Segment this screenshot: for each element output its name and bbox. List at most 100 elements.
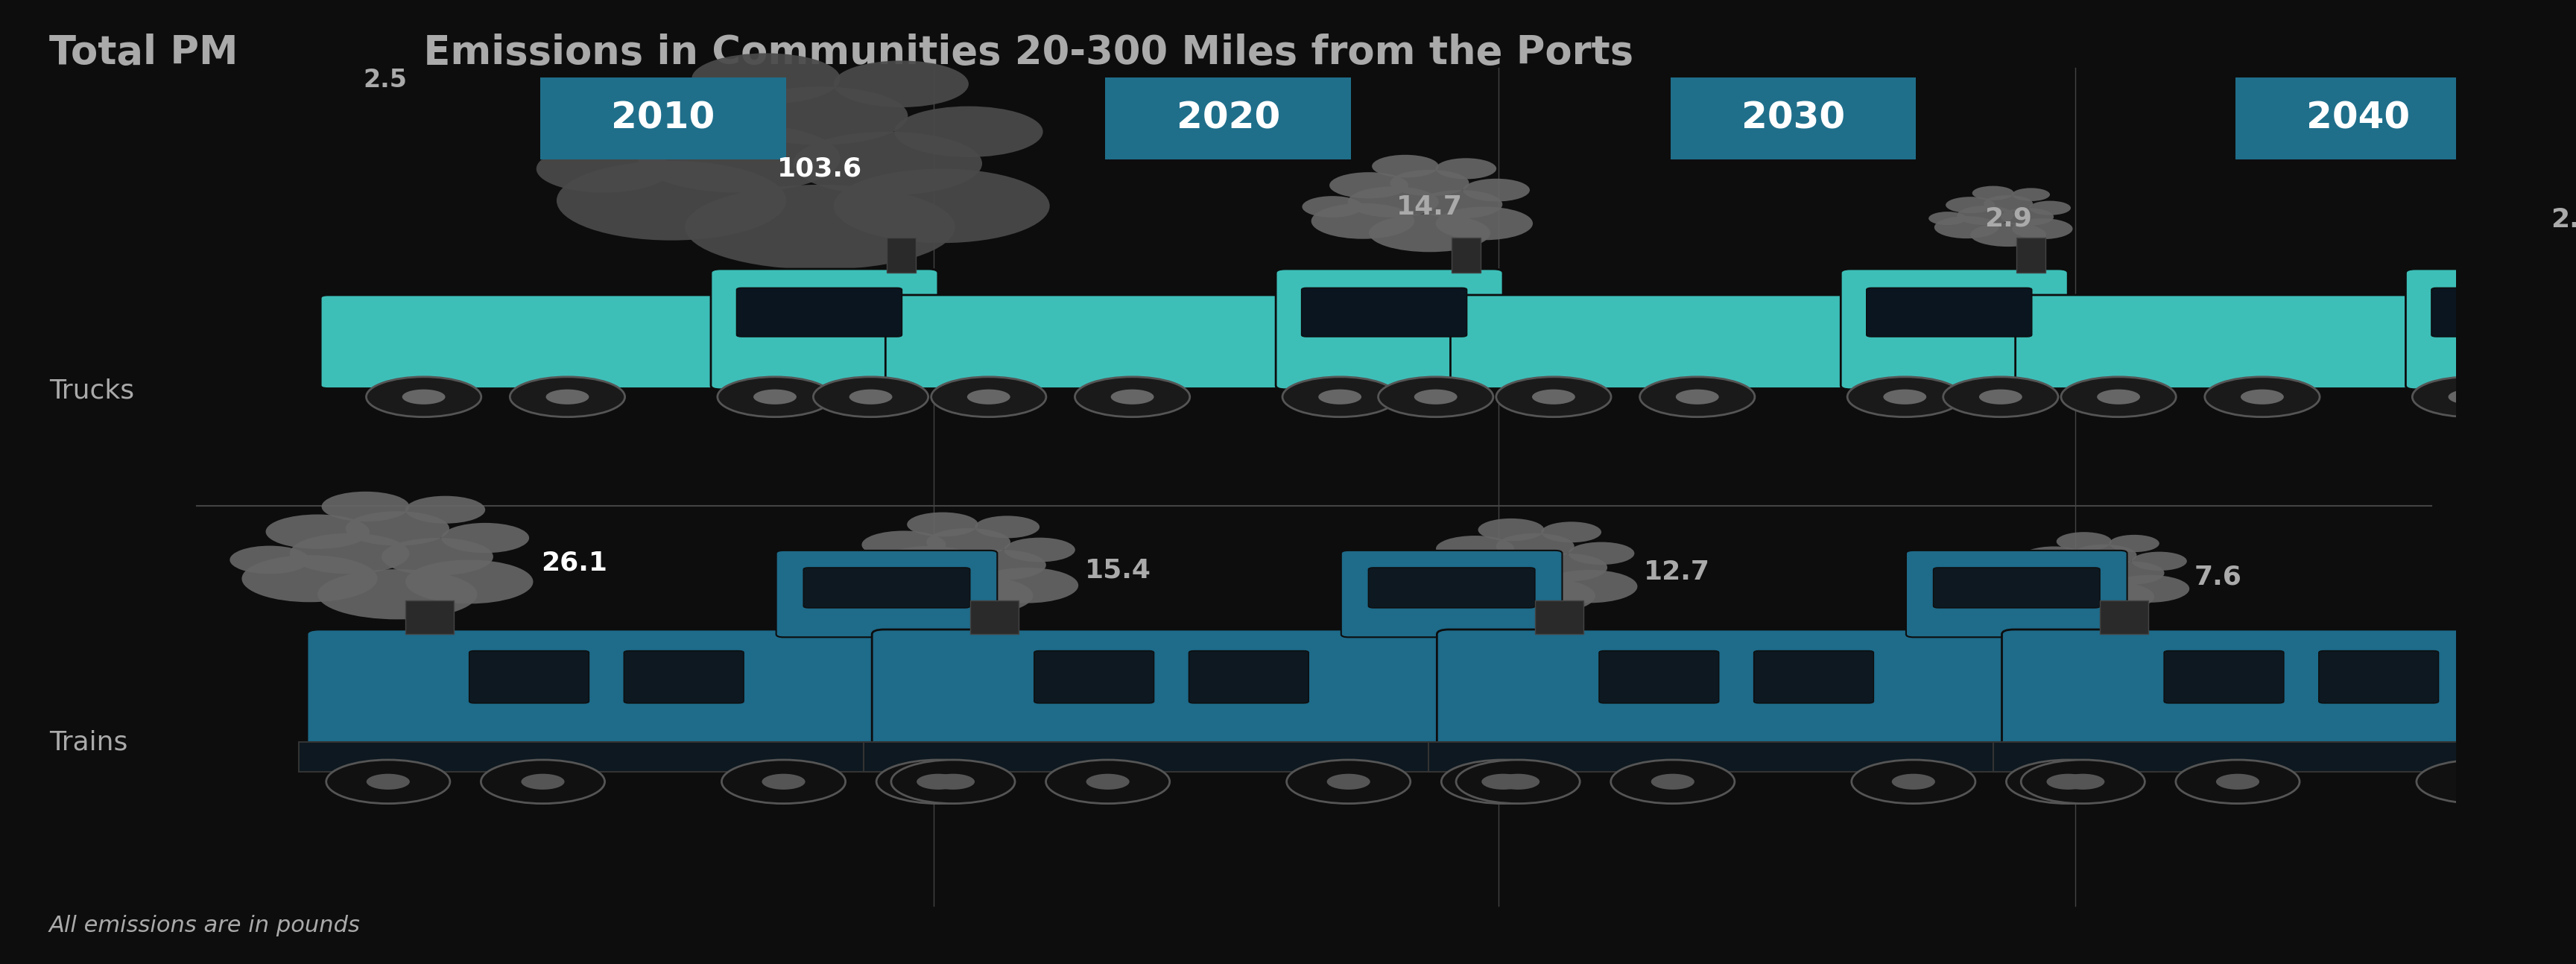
Bar [404,601,453,634]
Ellipse shape [1935,216,1999,238]
Ellipse shape [1391,170,1468,196]
Ellipse shape [2568,209,2576,227]
Ellipse shape [556,161,786,240]
Ellipse shape [2416,760,2540,804]
Ellipse shape [2205,377,2321,417]
Ellipse shape [402,389,446,405]
FancyBboxPatch shape [1868,288,2032,336]
Text: 2.3: 2.3 [2550,206,2576,232]
Ellipse shape [2524,207,2576,226]
FancyBboxPatch shape [1301,288,1466,336]
FancyBboxPatch shape [1437,629,2148,747]
Ellipse shape [2097,389,2141,405]
Ellipse shape [1540,570,1638,602]
Ellipse shape [1311,203,1414,239]
Bar [1535,601,1584,634]
Ellipse shape [242,555,379,602]
Ellipse shape [639,123,840,193]
FancyBboxPatch shape [623,651,744,703]
Ellipse shape [2053,581,2154,612]
Ellipse shape [1945,197,1994,213]
Ellipse shape [1463,178,1530,201]
FancyBboxPatch shape [1754,651,1873,703]
Ellipse shape [520,774,564,790]
Ellipse shape [863,531,945,559]
Ellipse shape [1476,577,1595,615]
Ellipse shape [842,564,953,602]
Ellipse shape [2045,774,2089,790]
Text: 2.5: 2.5 [363,67,407,93]
Ellipse shape [1891,774,1935,790]
Ellipse shape [440,522,528,553]
Ellipse shape [2458,774,2501,790]
Ellipse shape [1973,186,2014,201]
Ellipse shape [2540,189,2576,202]
Ellipse shape [381,538,492,576]
Ellipse shape [1435,536,1515,562]
Ellipse shape [1005,538,1074,562]
Bar [1994,742,2576,772]
Ellipse shape [850,389,891,405]
Ellipse shape [2071,545,2136,566]
Ellipse shape [404,560,533,603]
Ellipse shape [2061,377,2177,417]
Ellipse shape [1497,377,1610,417]
Ellipse shape [1347,186,1440,218]
FancyBboxPatch shape [319,295,719,388]
FancyBboxPatch shape [2432,288,2576,336]
FancyBboxPatch shape [2014,295,2414,388]
Ellipse shape [1378,377,1494,417]
FancyBboxPatch shape [2406,269,2576,389]
FancyBboxPatch shape [1033,651,1154,703]
Ellipse shape [1453,549,1543,580]
Ellipse shape [974,568,1079,603]
Ellipse shape [1677,389,1718,405]
Ellipse shape [832,556,896,579]
Ellipse shape [1533,389,1574,405]
Ellipse shape [2514,199,2561,214]
Ellipse shape [345,511,448,546]
FancyBboxPatch shape [2236,77,2481,159]
Ellipse shape [721,760,845,804]
Ellipse shape [2012,188,2050,201]
Ellipse shape [1046,760,1170,804]
Ellipse shape [933,774,974,790]
FancyBboxPatch shape [1450,295,1850,388]
Bar [863,742,1592,772]
Ellipse shape [2177,760,2300,804]
Ellipse shape [719,377,832,417]
Text: 14.7: 14.7 [1396,194,1463,220]
Ellipse shape [1479,519,1543,541]
Ellipse shape [1984,196,2032,212]
Ellipse shape [2133,551,2187,571]
FancyBboxPatch shape [1368,568,1535,608]
FancyBboxPatch shape [737,288,902,336]
Ellipse shape [322,492,410,522]
Ellipse shape [881,546,979,579]
Text: Emissions in Communities 20-300 Miles from the Ports: Emissions in Communities 20-300 Miles fr… [410,34,1633,72]
Ellipse shape [2110,575,2190,602]
FancyBboxPatch shape [1190,651,1309,703]
FancyBboxPatch shape [2318,651,2439,703]
Ellipse shape [2061,774,2105,790]
FancyBboxPatch shape [1105,77,1350,159]
Ellipse shape [2571,760,2576,804]
Ellipse shape [1540,522,1602,543]
Ellipse shape [891,760,1015,804]
Ellipse shape [2002,208,2053,226]
Ellipse shape [2110,535,2159,552]
Ellipse shape [762,774,806,790]
Ellipse shape [793,132,981,196]
FancyBboxPatch shape [2002,629,2576,747]
Ellipse shape [1958,205,2014,225]
Ellipse shape [1368,214,1492,252]
Ellipse shape [930,377,1046,417]
Ellipse shape [693,53,840,104]
FancyBboxPatch shape [873,629,1584,747]
Ellipse shape [510,377,626,417]
Bar [886,238,914,273]
Bar [2017,238,2045,273]
Bar [1453,238,1481,273]
Text: Trains: Trains [49,730,129,755]
Ellipse shape [2447,389,2491,405]
